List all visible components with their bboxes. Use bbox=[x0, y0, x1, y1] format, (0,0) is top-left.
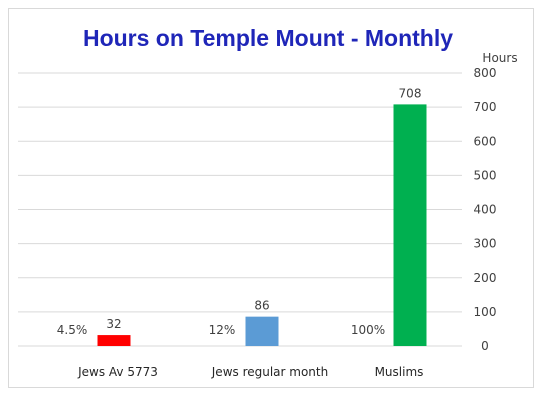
y-tick-label-500: 500 bbox=[474, 168, 497, 182]
chart-title: Hours on Temple Mount - Monthly bbox=[83, 25, 453, 51]
bar-labels: 32 4.5% Jews Av 5773 86 12% Jews regular mont… bbox=[57, 86, 424, 379]
y-tick-label-0: 0 bbox=[481, 339, 489, 353]
y-tick-label-800: 800 bbox=[474, 66, 497, 80]
bar-0 bbox=[97, 335, 131, 346]
category-label-0: Jews Av 5773 bbox=[77, 365, 158, 379]
percent-label-1: 12% bbox=[209, 323, 236, 337]
y-axis-label: Hours bbox=[482, 51, 517, 65]
value-label-1: 86 bbox=[254, 299, 269, 313]
percent-label-0: 4.5% bbox=[57, 323, 88, 337]
y-tick-label-100: 100 bbox=[474, 305, 497, 319]
value-label-2: 708 bbox=[399, 86, 422, 100]
y-tick-label-300: 300 bbox=[474, 237, 497, 251]
bars bbox=[97, 104, 427, 347]
category-label-1: Jews regular month bbox=[211, 365, 328, 379]
y-tick-label-400: 400 bbox=[474, 203, 497, 217]
percent-label-2: 100% bbox=[351, 323, 385, 337]
value-label-0: 32 bbox=[106, 317, 121, 331]
y-tick-label-700: 700 bbox=[474, 100, 497, 114]
category-label-2: Muslims bbox=[375, 365, 424, 379]
y-axis-ticks: 0 100 200 300 400 500 600 700 800 bbox=[474, 66, 497, 353]
gridlines bbox=[18, 72, 462, 347]
y-tick-label-600: 600 bbox=[474, 134, 497, 148]
bar-2 bbox=[393, 104, 427, 347]
bar-1 bbox=[245, 316, 279, 346]
y-tick-label-200: 200 bbox=[474, 271, 497, 285]
